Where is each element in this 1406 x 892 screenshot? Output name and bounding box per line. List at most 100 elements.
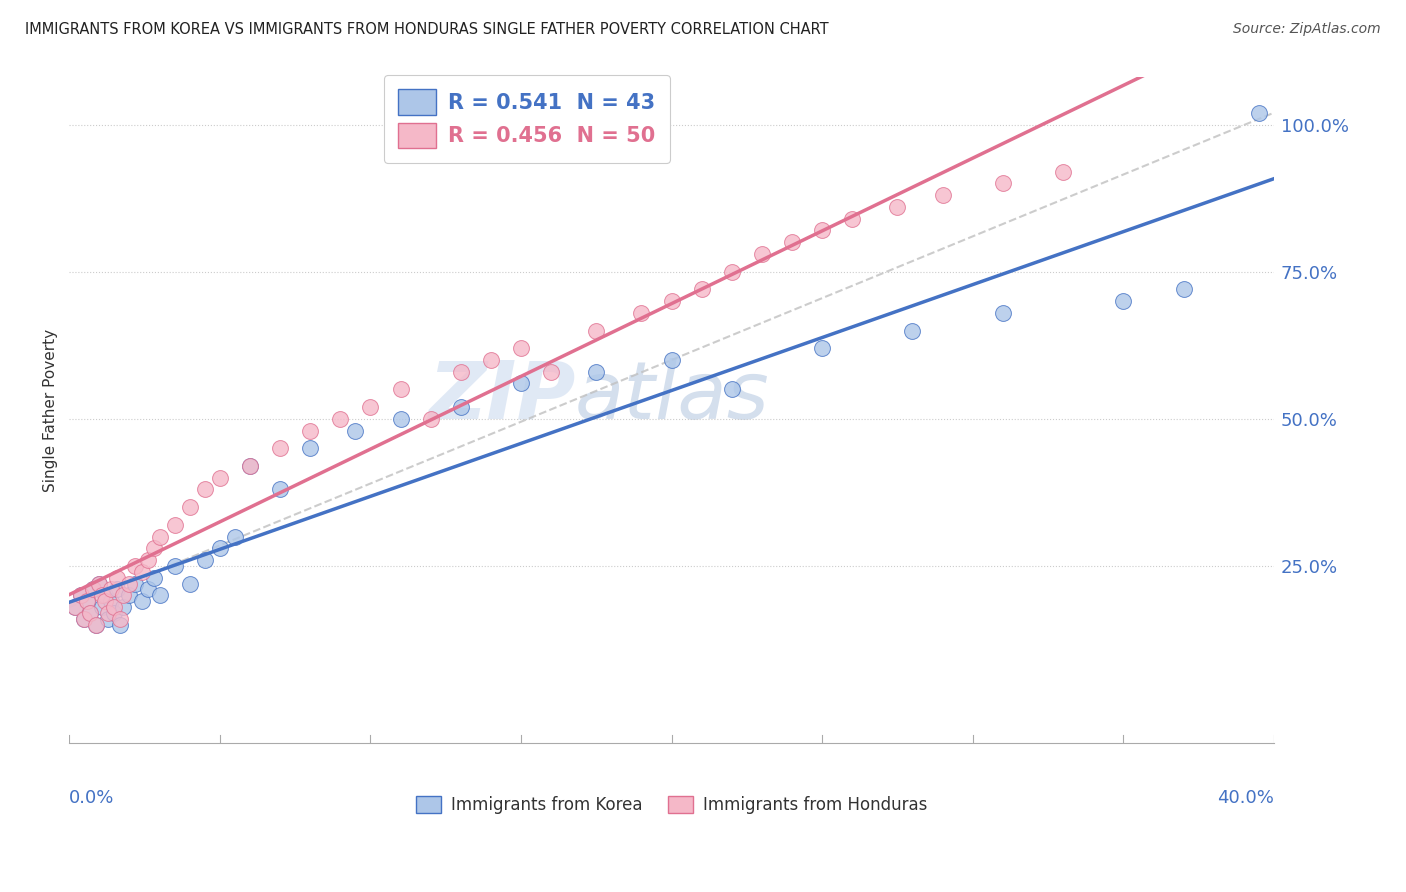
Point xyxy=(107,582,129,597)
Point xyxy=(208,471,231,485)
Point xyxy=(142,541,165,556)
Point xyxy=(299,442,322,456)
Point xyxy=(224,529,246,543)
Text: IMMIGRANTS FROM KOREA VS IMMIGRANTS FROM HONDURAS SINGLE FATHER POVERTY CORRELAT: IMMIGRANTS FROM KOREA VS IMMIGRANTS FROM… xyxy=(25,22,830,37)
Point xyxy=(1052,164,1074,178)
Point xyxy=(1112,294,1135,309)
Point xyxy=(100,594,122,608)
Point xyxy=(886,200,908,214)
Point xyxy=(82,582,104,597)
Point xyxy=(811,223,834,237)
Point xyxy=(269,442,291,456)
Point xyxy=(131,565,153,579)
Point xyxy=(136,553,159,567)
Point xyxy=(1173,282,1195,296)
Point xyxy=(359,400,381,414)
Point xyxy=(585,324,607,338)
Point xyxy=(344,424,367,438)
Point xyxy=(239,458,262,473)
Point xyxy=(79,606,101,620)
Point xyxy=(100,582,122,597)
Point xyxy=(720,265,742,279)
Point xyxy=(585,365,607,379)
Point xyxy=(661,353,683,368)
Point xyxy=(239,458,262,473)
Point xyxy=(329,412,352,426)
Point xyxy=(179,576,201,591)
Point xyxy=(118,588,141,602)
Point xyxy=(780,235,803,250)
Point xyxy=(86,617,108,632)
Point xyxy=(661,294,683,309)
Point xyxy=(124,576,146,591)
Point xyxy=(73,612,96,626)
Point xyxy=(112,588,135,602)
Point xyxy=(389,412,412,426)
Point xyxy=(450,365,472,379)
Point xyxy=(450,400,472,414)
Point xyxy=(479,353,502,368)
Point xyxy=(118,576,141,591)
Point xyxy=(510,376,533,391)
Point xyxy=(269,483,291,497)
Point xyxy=(94,588,117,602)
Point xyxy=(751,247,773,261)
Y-axis label: Single Father Poverty: Single Father Poverty xyxy=(44,328,58,491)
Point xyxy=(94,594,117,608)
Point xyxy=(110,617,132,632)
Point xyxy=(112,600,135,615)
Point xyxy=(163,558,186,573)
Point xyxy=(124,558,146,573)
Point xyxy=(931,188,953,202)
Point xyxy=(76,594,98,608)
Point xyxy=(540,365,562,379)
Point xyxy=(107,571,129,585)
Point xyxy=(194,483,217,497)
Point xyxy=(91,588,114,602)
Point xyxy=(194,553,217,567)
Point xyxy=(811,341,834,355)
Point xyxy=(991,306,1014,320)
Point xyxy=(86,617,108,632)
Point xyxy=(110,612,132,626)
Point xyxy=(991,177,1014,191)
Point xyxy=(901,324,924,338)
Text: 0.0%: 0.0% xyxy=(69,789,115,807)
Point xyxy=(163,517,186,532)
Point xyxy=(389,383,412,397)
Text: Source: ZipAtlas.com: Source: ZipAtlas.com xyxy=(1233,22,1381,37)
Point xyxy=(79,606,101,620)
Legend: Immigrants from Korea, Immigrants from Honduras: Immigrants from Korea, Immigrants from H… xyxy=(409,789,934,821)
Point xyxy=(97,606,120,620)
Point xyxy=(70,588,93,602)
Point xyxy=(131,594,153,608)
Point xyxy=(97,612,120,626)
Point xyxy=(89,576,111,591)
Point xyxy=(103,600,125,615)
Point xyxy=(65,600,87,615)
Point xyxy=(76,594,98,608)
Text: ZIP: ZIP xyxy=(427,358,575,435)
Point xyxy=(73,612,96,626)
Text: 40.0%: 40.0% xyxy=(1218,789,1274,807)
Point xyxy=(690,282,713,296)
Point xyxy=(419,412,441,426)
Point xyxy=(65,600,87,615)
Point xyxy=(208,541,231,556)
Point xyxy=(70,588,93,602)
Point xyxy=(720,383,742,397)
Point xyxy=(630,306,652,320)
Point xyxy=(179,500,201,514)
Point xyxy=(136,582,159,597)
Point xyxy=(148,529,170,543)
Point xyxy=(91,600,114,615)
Point xyxy=(142,571,165,585)
Text: atlas: atlas xyxy=(575,358,770,435)
Point xyxy=(89,576,111,591)
Point xyxy=(841,211,863,226)
Point xyxy=(1247,105,1270,120)
Point xyxy=(82,582,104,597)
Point xyxy=(103,606,125,620)
Point xyxy=(299,424,322,438)
Point xyxy=(148,588,170,602)
